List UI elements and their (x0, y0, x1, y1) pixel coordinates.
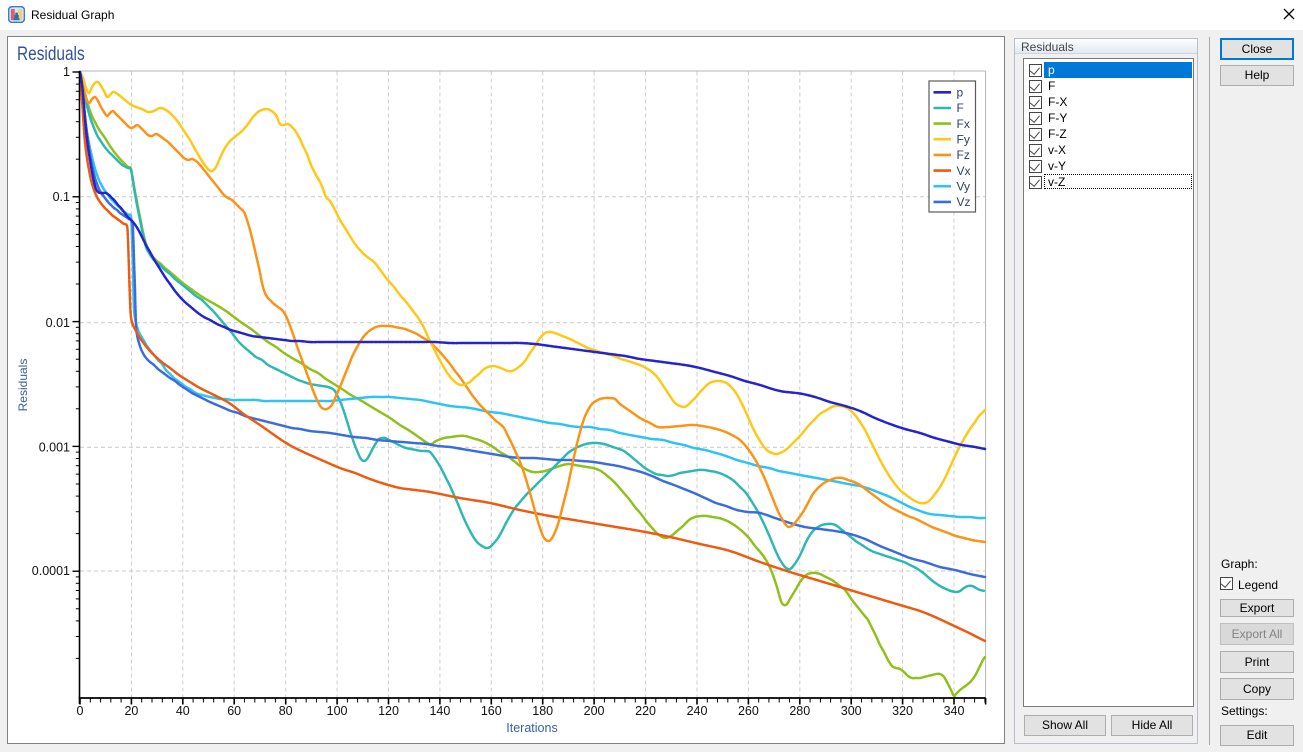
svg-text:140: 140 (429, 704, 450, 718)
svg-text:80: 80 (279, 704, 293, 718)
svg-text:Fy: Fy (957, 133, 970, 147)
svg-text:240: 240 (687, 704, 708, 718)
svg-text:0.001: 0.001 (39, 441, 70, 455)
svg-text:220: 220 (635, 704, 656, 718)
svg-text:0.0001: 0.0001 (32, 564, 70, 578)
svg-text:60: 60 (227, 704, 241, 718)
svg-text:Fx: Fx (957, 117, 970, 131)
svg-text:40: 40 (176, 704, 190, 718)
svg-text:F: F (957, 101, 964, 115)
svg-text:160: 160 (481, 704, 502, 718)
svg-text:20: 20 (124, 704, 138, 718)
svg-text:120: 120 (378, 704, 399, 718)
svg-text:280: 280 (789, 704, 810, 718)
svg-text:Vy: Vy (957, 180, 971, 194)
svg-text:0.01: 0.01 (46, 316, 70, 330)
svg-text:260: 260 (738, 704, 759, 718)
svg-text:p: p (957, 86, 964, 100)
svg-text:Iterations: Iterations (506, 721, 557, 735)
svg-text:0.1: 0.1 (53, 190, 70, 204)
svg-text:1: 1 (63, 65, 70, 79)
svg-text:Fz: Fz (957, 148, 970, 162)
svg-text:180: 180 (532, 704, 553, 718)
svg-text:Vx: Vx (957, 164, 971, 178)
svg-text:340: 340 (944, 704, 965, 718)
svg-text:0: 0 (77, 704, 84, 718)
svg-text:200: 200 (584, 704, 605, 718)
svg-text:Vz: Vz (957, 195, 971, 209)
svg-text:100: 100 (327, 704, 348, 718)
svg-text:300: 300 (841, 704, 862, 718)
svg-text:Residuals: Residuals (16, 359, 30, 412)
svg-text:320: 320 (892, 704, 913, 718)
